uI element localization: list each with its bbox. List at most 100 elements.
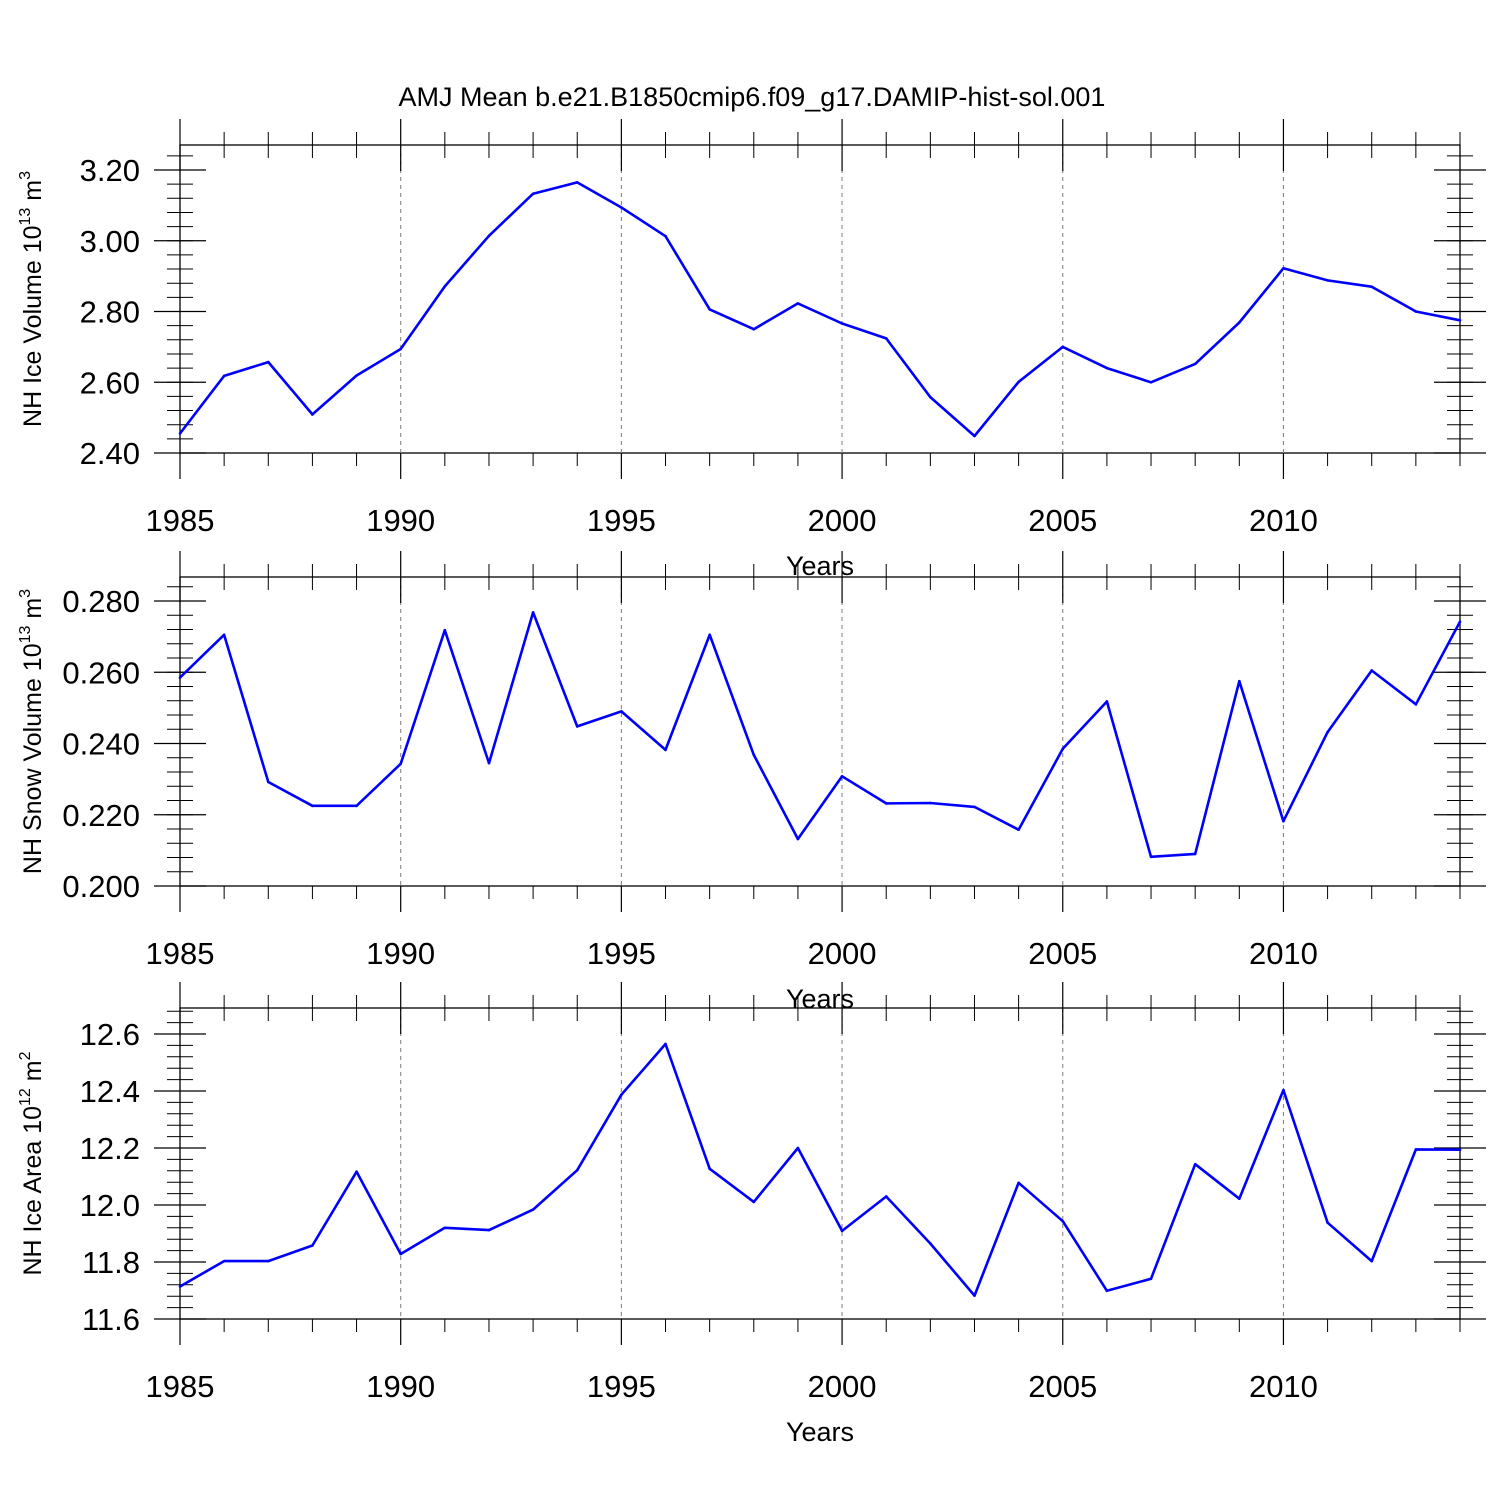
data-point [1326, 279, 1329, 282]
data-point [708, 1167, 711, 1171]
chart-panels: 1985 1990 1995 2000 2005 2010 2.40 2.60 2.80 3.00… [17, 119, 1486, 1447]
data-point [531, 1208, 535, 1211]
data-point [178, 676, 182, 679]
data-point [355, 1170, 358, 1173]
data-point [399, 347, 402, 351]
data-point [443, 1226, 447, 1230]
chart-panel-3: 1985 1990 1995 2000 2005 2010 11.6 11.8 12.0 12.2… [17, 982, 1486, 1447]
data-point [1105, 366, 1109, 370]
data-point [575, 181, 579, 184]
data-point [1414, 310, 1418, 313]
x-tick-label: 1995 [587, 1369, 656, 1404]
data-point [796, 837, 800, 841]
data-point [1193, 852, 1197, 856]
data-point [222, 633, 226, 637]
data-point [1326, 1221, 1329, 1224]
x-axis-label: Years [786, 984, 854, 1014]
y-tick-label: 0.220 [62, 798, 140, 833]
y-tick-label: 2.80 [80, 295, 140, 330]
data-point [1370, 669, 1374, 672]
data-point [1282, 819, 1285, 823]
x-axis-label: Years [786, 551, 854, 581]
y-label-unit-exponent: 3 [17, 589, 34, 598]
x-axis-label: Years [786, 1417, 854, 1447]
x-tick-label: 2005 [1028, 503, 1097, 538]
data-point [929, 801, 932, 805]
x-tick-label: 2000 [808, 936, 877, 971]
x-tick-label: 2010 [1249, 936, 1318, 971]
x-tick-label: 1995 [587, 503, 656, 538]
data-point [1017, 828, 1020, 832]
data-point [840, 322, 844, 325]
x-tick-label: 2000 [808, 503, 877, 538]
data-point [1193, 362, 1197, 366]
data-point [1149, 380, 1153, 384]
data-point [664, 1042, 667, 1046]
data-point [399, 762, 402, 766]
y-tick-label: 3.00 [80, 224, 140, 259]
data-point [1061, 747, 1065, 751]
y-label-unit: m [19, 598, 47, 626]
data-point [796, 302, 800, 305]
y-tick-label: 0.280 [62, 584, 140, 619]
series-line [179, 611, 1462, 859]
data-point [1238, 1197, 1241, 1201]
data-point [620, 710, 623, 713]
y-tick-label: 3.20 [80, 153, 140, 188]
data-point [840, 774, 844, 778]
data-point [664, 234, 667, 238]
data-point [884, 802, 888, 805]
data-point [1105, 700, 1109, 703]
data-point [487, 234, 491, 238]
x-tick-label: 1985 [146, 1369, 215, 1404]
data-point [1149, 855, 1153, 859]
series-line [179, 1042, 1461, 1297]
data-point [222, 1259, 226, 1263]
y-label-unit: m [19, 1060, 47, 1088]
data-point [973, 1294, 976, 1297]
data-point [884, 337, 888, 340]
data-point [1370, 285, 1374, 289]
data-point [884, 1195, 888, 1198]
y-tick-label: 12.2 [80, 1131, 140, 1166]
x-tick-label: 2010 [1249, 1369, 1318, 1404]
data-point [752, 1200, 756, 1204]
data-point [443, 628, 447, 632]
x-tick-label: 1990 [366, 1369, 435, 1404]
data-point [973, 805, 976, 809]
y-label-main: NH Ice Area 10 [19, 1106, 47, 1276]
data-point [178, 432, 182, 435]
data-point [1458, 1148, 1462, 1152]
data-point [178, 1285, 182, 1288]
data-point [708, 308, 711, 311]
chart-panel-1: 1985 1990 1995 2000 2005 2010 2.40 2.60 2.80 3.00… [17, 119, 1486, 581]
data-point [1105, 1289, 1109, 1293]
data-point [752, 327, 756, 331]
page-title: AMJ Mean b.e21.B1850cmip6.f09_g17.DAMIP-… [399, 82, 1106, 112]
data-point [708, 633, 711, 637]
data-point [1414, 703, 1418, 706]
y-tick-label: 0.260 [62, 655, 140, 690]
data-point [620, 1093, 623, 1097]
data-point [1017, 1181, 1020, 1185]
x-tick-label: 2005 [1028, 936, 1097, 971]
plot-frame [179, 144, 1461, 454]
data-point [487, 761, 491, 765]
data-point [575, 1168, 579, 1172]
y-axis-label: NH Snow Volume 1013 m3 [17, 589, 47, 874]
data-point [311, 1244, 314, 1247]
x-tick-label: 1990 [366, 503, 435, 538]
x-tick-label: 1985 [146, 936, 215, 971]
y-label-unit: m [19, 180, 47, 208]
y-tick-label: 0.240 [62, 727, 140, 762]
y-tick-label: 11.6 [82, 1302, 140, 1337]
data-point [575, 725, 579, 728]
y-label-unit-exponent: 3 [17, 171, 34, 180]
data-point [1149, 1277, 1153, 1281]
y-tick-label: 0.200 [62, 869, 140, 904]
plot-frame [179, 1007, 1461, 1320]
y-tick-label: 12.4 [80, 1074, 140, 1109]
data-point [752, 753, 756, 757]
